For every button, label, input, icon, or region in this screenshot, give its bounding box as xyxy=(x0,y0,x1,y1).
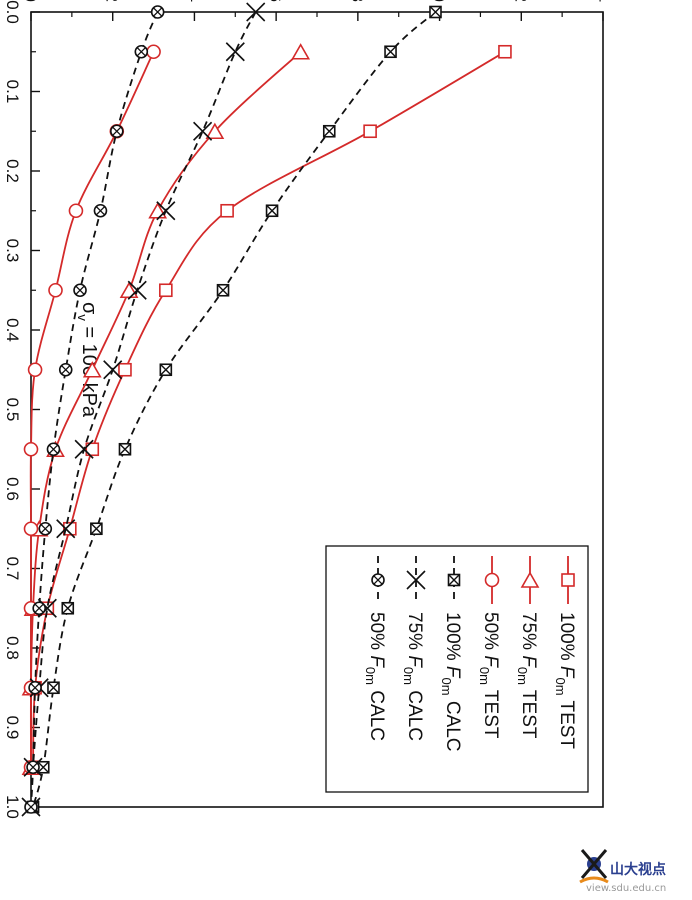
x-tick-label: 0.0 xyxy=(3,0,22,24)
legend-marker xyxy=(484,572,500,588)
legend-marker xyxy=(447,573,461,587)
data-point xyxy=(26,760,40,775)
data-point xyxy=(127,280,147,300)
data-point xyxy=(118,442,132,456)
data-point xyxy=(82,361,102,378)
data-point xyxy=(148,202,168,219)
data-point xyxy=(118,362,132,377)
legend-label: 100% F0m TEST xyxy=(553,612,577,749)
x-tick-label: 0.9 xyxy=(3,716,22,740)
data-point xyxy=(429,5,442,19)
data-point xyxy=(159,283,173,298)
watermark: 山大视点 view.sdu.edu.cn xyxy=(579,849,666,894)
x-tick-label: 0.5 xyxy=(3,398,22,422)
data-point xyxy=(47,681,60,695)
data-point xyxy=(48,282,63,298)
data-point xyxy=(24,800,38,814)
data-point xyxy=(56,519,76,539)
data-point xyxy=(61,601,75,615)
y-tick-label: 0 xyxy=(21,0,40,2)
x-tick-label: 0.8 xyxy=(3,636,22,660)
data-point xyxy=(63,521,77,536)
data-point xyxy=(23,521,39,537)
data-point xyxy=(291,43,311,60)
series-group xyxy=(21,2,512,817)
data-point xyxy=(74,439,94,459)
data-point xyxy=(156,201,176,221)
data-point xyxy=(85,442,100,457)
x-tick-label: 0.6 xyxy=(3,477,22,501)
legend-label: 50% F0m CALC xyxy=(363,612,387,741)
y-tick-label: 2 xyxy=(103,0,122,2)
data-point xyxy=(68,203,84,219)
data-point xyxy=(134,44,149,59)
legend-marker xyxy=(561,573,575,587)
data-point xyxy=(363,124,377,139)
data-point xyxy=(93,203,108,218)
series-line-4 xyxy=(32,11,437,808)
series-line-2 xyxy=(29,51,302,768)
plot-area: 0.0 0.1 0.2 0.3 0.4 0.5 0.6 0.7 0.8 0.9 1.0 0 2 4 6 8 10… xyxy=(3,0,612,819)
y-tick-label: 8 xyxy=(348,0,367,2)
data-point xyxy=(58,362,73,377)
series-line-3 xyxy=(29,51,155,768)
x-tick-label: 0.4 xyxy=(3,318,22,342)
y-tick-label: 14 xyxy=(593,0,612,2)
data-point xyxy=(90,522,103,536)
data-point xyxy=(32,601,46,616)
data-point xyxy=(216,283,230,297)
data-point xyxy=(220,203,234,218)
data-point xyxy=(38,521,53,536)
x-tick-label: 0.7 xyxy=(3,557,22,581)
y-tick-label: 6 xyxy=(266,0,285,2)
data-point xyxy=(103,360,123,380)
watermark-brand: 山大视点 xyxy=(610,861,666,878)
data-point xyxy=(119,281,139,299)
legend-label: 75% F0m CALC xyxy=(401,612,425,741)
legend-label: 50% F0m TEST xyxy=(477,612,501,739)
watermark-logo-icon xyxy=(579,849,609,884)
x-tick-label: 0.1 xyxy=(3,80,22,104)
y-tick-label: 4 xyxy=(184,0,203,2)
y-tick-label: 12 xyxy=(511,0,530,2)
watermark-url: view.sdu.edu.cn xyxy=(586,883,666,894)
data-point xyxy=(28,680,42,695)
data-point xyxy=(150,5,165,19)
data-point xyxy=(46,442,61,457)
data-point xyxy=(109,124,124,139)
legend-label: 100% F0m CALC xyxy=(439,612,463,752)
legend-box xyxy=(325,545,589,793)
data-point xyxy=(498,44,512,59)
data-point xyxy=(73,283,87,298)
data-point xyxy=(146,44,161,60)
x-tick-label: 1.0 xyxy=(3,795,22,819)
legend-label: 75% F0m TEST xyxy=(515,612,539,739)
data-point xyxy=(322,124,336,138)
legend-marker xyxy=(406,570,426,590)
data-point xyxy=(265,204,279,218)
data-point xyxy=(27,362,43,378)
y-tick-label: 10 xyxy=(430,0,449,2)
data-point xyxy=(193,121,213,141)
data-point xyxy=(384,45,397,59)
x-tick-label: 0.2 xyxy=(3,159,22,183)
data-point xyxy=(205,122,225,140)
data-point xyxy=(225,42,245,62)
legend-marker xyxy=(520,571,540,588)
data-point xyxy=(159,363,173,377)
x-tick-label: 0.3 xyxy=(3,239,22,263)
data-point xyxy=(246,2,266,22)
data-point xyxy=(23,441,39,457)
legend: 100% F0m TEST 75% F0m TEST 50% F0m TEST 100… xyxy=(325,545,589,793)
legend-marker xyxy=(371,573,385,587)
